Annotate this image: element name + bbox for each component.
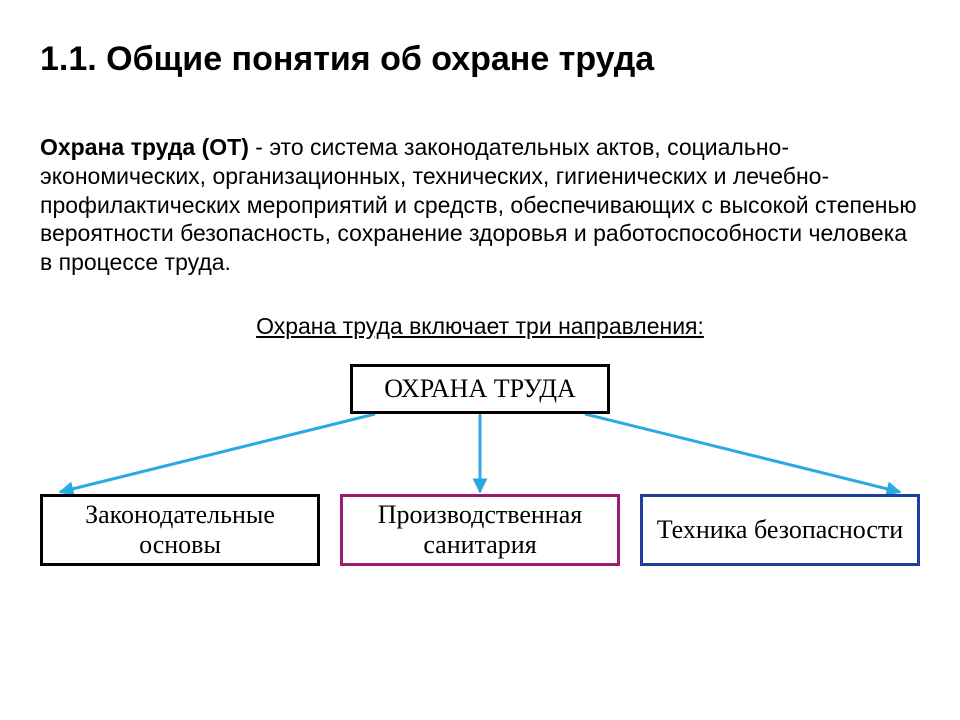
child-node-1: Производственная санитария (340, 494, 620, 566)
diagram-subheading: Охрана труда включает три направления: (40, 313, 920, 340)
definition-paragraph: Охрана труда (ОТ) - это система законода… (40, 133, 920, 277)
page-title: 1.1. Общие понятия об охране труда (40, 40, 920, 79)
child-node-2: Техника безопасности (640, 494, 920, 566)
slide-page: 1.1. Общие понятия об охране труда Охран… (0, 0, 960, 720)
arrow-2 (585, 414, 900, 492)
root-node: ОХРАНА ТРУДА (350, 364, 610, 414)
child-node-0: Законодательные основы (40, 494, 320, 566)
arrow-0 (60, 414, 375, 492)
tree-diagram: ОХРАНА ТРУДА Законодательные основы Произв… (40, 364, 920, 584)
definition-term: Охрана труда (ОТ) (40, 134, 249, 160)
